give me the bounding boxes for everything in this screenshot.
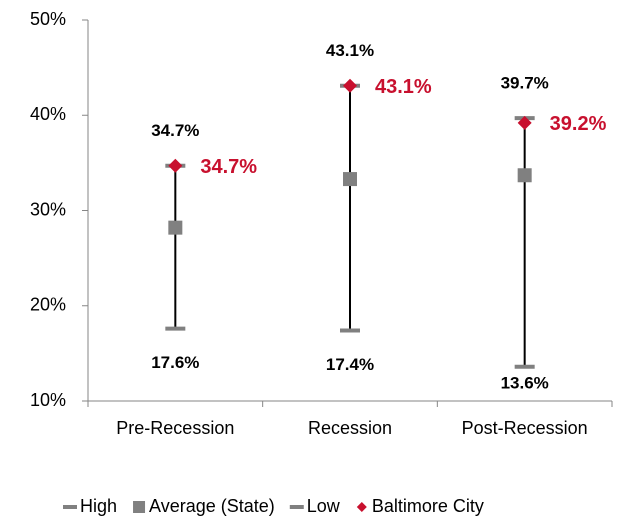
y-tick-label: 10%	[30, 390, 66, 410]
x-tick-label: Pre-Recession	[116, 418, 234, 438]
square-marker	[343, 172, 357, 187]
y-tick-label: 20%	[30, 295, 66, 315]
square-marker	[168, 220, 183, 235]
y-tick-label: 50%	[30, 9, 66, 29]
value-label: 17.6%	[151, 353, 199, 372]
square-marker	[517, 168, 532, 183]
value-label: 39.7%	[501, 74, 549, 93]
value-label: 34.7%	[151, 121, 199, 140]
legend-label: Baltimore City	[372, 496, 484, 516]
legend-label: High	[80, 496, 117, 516]
diamond-marker	[168, 158, 183, 173]
diamond-marker	[517, 115, 532, 130]
value-label: 43.1%	[375, 76, 432, 98]
value-label: 34.7%	[200, 156, 257, 178]
legend-marker	[356, 502, 367, 512]
value-label: 39.2%	[550, 113, 607, 135]
y-tick-label: 30%	[30, 199, 66, 219]
legend-label: Average (State)	[149, 496, 275, 516]
legend-marker	[133, 501, 146, 513]
value-label: 13.6%	[501, 373, 549, 392]
x-tick-label: Post-Recession	[462, 418, 588, 438]
y-tick-label: 40%	[30, 104, 66, 124]
value-label: 43.1%	[326, 41, 374, 60]
value-label: 17.4%	[326, 355, 374, 374]
diamond-marker	[343, 78, 357, 93]
legend-label: Low	[307, 496, 341, 516]
x-tick-label: Recession	[308, 418, 392, 438]
